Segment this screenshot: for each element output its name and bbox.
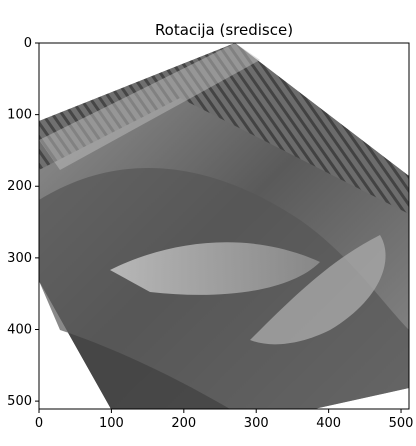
axes-frame [38, 42, 410, 410]
image-highlight-stripe [39, 43, 260, 170]
y-tick-label: 200 [7, 179, 32, 194]
image-light-region [110, 242, 320, 295]
y-tick-label: 0 [24, 36, 32, 51]
x-tick-label: 100 [99, 416, 124, 431]
x-tick-label: 400 [316, 416, 341, 431]
y-tick-label: 400 [7, 322, 32, 337]
x-tick-label: 0 [35, 416, 43, 431]
x-tick-label: 500 [389, 416, 414, 431]
x-tick-label: 300 [244, 416, 269, 431]
y-tick-label: 500 [7, 394, 32, 409]
y-tick-label: 100 [7, 108, 32, 123]
image-shadow-bottom-left [39, 281, 230, 409]
y-tick-label: 300 [7, 251, 32, 266]
y-axis-ticks: 0 100 200 300 400 500 [7, 36, 39, 409]
image-light-region-2 [250, 235, 386, 345]
x-tick-label: 200 [171, 416, 196, 431]
x-axis-ticks: 0 100 200 300 400 500 [35, 409, 414, 431]
chart-title: Rotacija (sredisce) [155, 21, 293, 39]
image-texture-band-top [39, 43, 409, 214]
rotated-image [39, 43, 409, 409]
